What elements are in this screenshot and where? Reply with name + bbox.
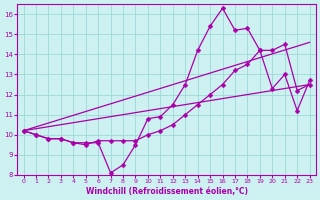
X-axis label: Windchill (Refroidissement éolien,°C): Windchill (Refroidissement éolien,°C) (85, 187, 248, 196)
